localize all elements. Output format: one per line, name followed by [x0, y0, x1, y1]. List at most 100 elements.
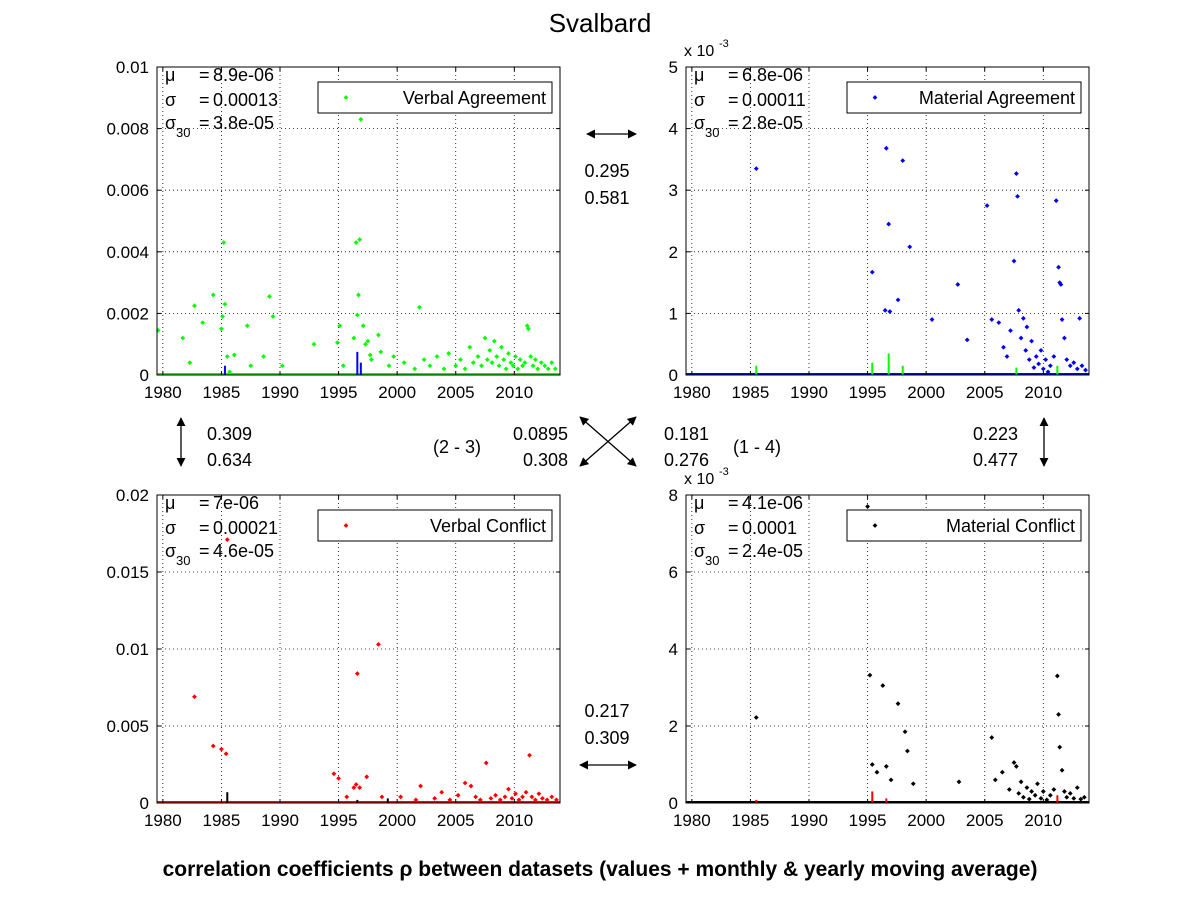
data-point: [1031, 365, 1037, 371]
data-point: [989, 735, 995, 740]
data-point: [517, 357, 523, 362]
data-point: [1044, 797, 1050, 803]
data-point: [1059, 767, 1065, 773]
data-point: [357, 785, 363, 790]
data-point: [223, 751, 229, 757]
axis-exponent-power: -3: [719, 466, 729, 478]
data-point: [434, 354, 440, 359]
data-point: [867, 672, 873, 678]
data-point: [542, 363, 548, 369]
panel-4: 1980 1985 1990 1995 2000 2005 2010 0 2 4 6 8 x 10 -3 M…: [669, 466, 1090, 830]
legend-marker: [872, 523, 878, 528]
data-point: [439, 789, 445, 795]
x-tick-label: 1995: [320, 811, 358, 830]
y-tick-label: 2: [669, 243, 678, 262]
mu-symbol: μ: [165, 493, 175, 513]
data-point: [1057, 744, 1063, 750]
data-point: [1067, 363, 1073, 369]
sigma30-value: 4.6e-05: [213, 541, 274, 561]
data-point: [1057, 280, 1063, 285]
data-point: [447, 797, 453, 803]
plot-area: [157, 67, 560, 375]
y-tick-label: 4: [669, 120, 678, 139]
data-point: [956, 779, 962, 785]
equals-sign: =: [199, 113, 210, 133]
data-point: [1078, 796, 1084, 802]
data-point: [502, 794, 508, 800]
data-point: [1013, 764, 1019, 769]
legend-box: [317, 81, 553, 114]
data-point: [1029, 338, 1034, 344]
x-tick-label: 1985: [203, 811, 241, 830]
data-point: [527, 752, 532, 758]
y-tick-label: 0.002: [106, 304, 149, 323]
data-point: [363, 341, 368, 347]
data-point: [494, 354, 500, 359]
x-tick-label: 1985: [732, 811, 770, 830]
data-point: [996, 320, 1002, 326]
data-point: [1016, 307, 1022, 313]
sigma-value: 0.00011: [742, 90, 806, 110]
data-point: [462, 366, 468, 372]
sigma30-symbol: σ: [165, 113, 176, 133]
data-point: [1024, 324, 1030, 330]
data-point: [473, 794, 479, 800]
legend-marker: [343, 523, 349, 528]
equals-sign: =: [728, 541, 739, 561]
data-point: [441, 366, 447, 372]
equals-sign: =: [199, 541, 210, 561]
data-point: [753, 715, 759, 720]
x-tick-label: 2005: [437, 383, 475, 402]
data-point: [358, 116, 364, 122]
corr-diag14-1: 0.181: [664, 424, 709, 444]
data-point: [340, 363, 346, 369]
data-point: [525, 326, 531, 332]
data-point: [1059, 317, 1065, 322]
data-point: [470, 360, 476, 366]
data-point: [529, 794, 535, 800]
sigma30-symbol: σ: [165, 541, 176, 561]
data-point: [883, 145, 889, 151]
data-point: [270, 314, 276, 319]
data-point: [536, 791, 542, 797]
y-tick-label: 0.004: [106, 243, 149, 262]
data-point: [364, 774, 370, 780]
mu-symbol: μ: [694, 65, 704, 85]
equals-sign: =: [728, 90, 739, 110]
data-point: [506, 786, 511, 792]
y-tick-label: 0.006: [106, 181, 149, 200]
data-point: [248, 363, 254, 369]
data-point: [869, 269, 875, 275]
correlation-annotations: 0.295 0.581 0.309 0.634 0.223 0.477 0.217 0.309…: [176, 129, 1049, 770]
data-point: [1011, 258, 1017, 264]
panel-1: 1980 1985 1990 1995 2000 2005 2010 0 0.002 0.004 0…: [106, 58, 561, 402]
equals-sign: =: [199, 90, 210, 110]
data-point: [1026, 357, 1032, 362]
data-point: [1001, 344, 1006, 350]
footer-caption: correlation coefficients ρ between datas…: [163, 858, 1038, 881]
x-tick-label: 1980: [144, 811, 182, 830]
data-point: [1018, 335, 1024, 341]
data-point: [489, 360, 495, 366]
data-point: [895, 297, 901, 303]
arrow-diag-23: [579, 416, 637, 467]
x-tick-label: 2000: [907, 811, 945, 830]
data-point: [398, 794, 404, 800]
data-point: [554, 797, 559, 803]
x-tick-label: 2005: [966, 383, 1004, 402]
legend-box: [846, 509, 1082, 542]
x-tick-label: 2010: [1024, 811, 1062, 830]
sigma30-subscript: 30: [705, 125, 719, 140]
data-point: [224, 354, 230, 359]
data-point: [1056, 264, 1061, 270]
figure-title: Svalbard: [549, 8, 652, 38]
data-point: [354, 671, 360, 677]
data-point: [487, 347, 493, 353]
legend-label: Material Conflict: [946, 516, 1075, 536]
data-point: [506, 351, 511, 356]
data-point: [401, 360, 407, 366]
corr-diag14-2: 0.276: [664, 450, 709, 470]
